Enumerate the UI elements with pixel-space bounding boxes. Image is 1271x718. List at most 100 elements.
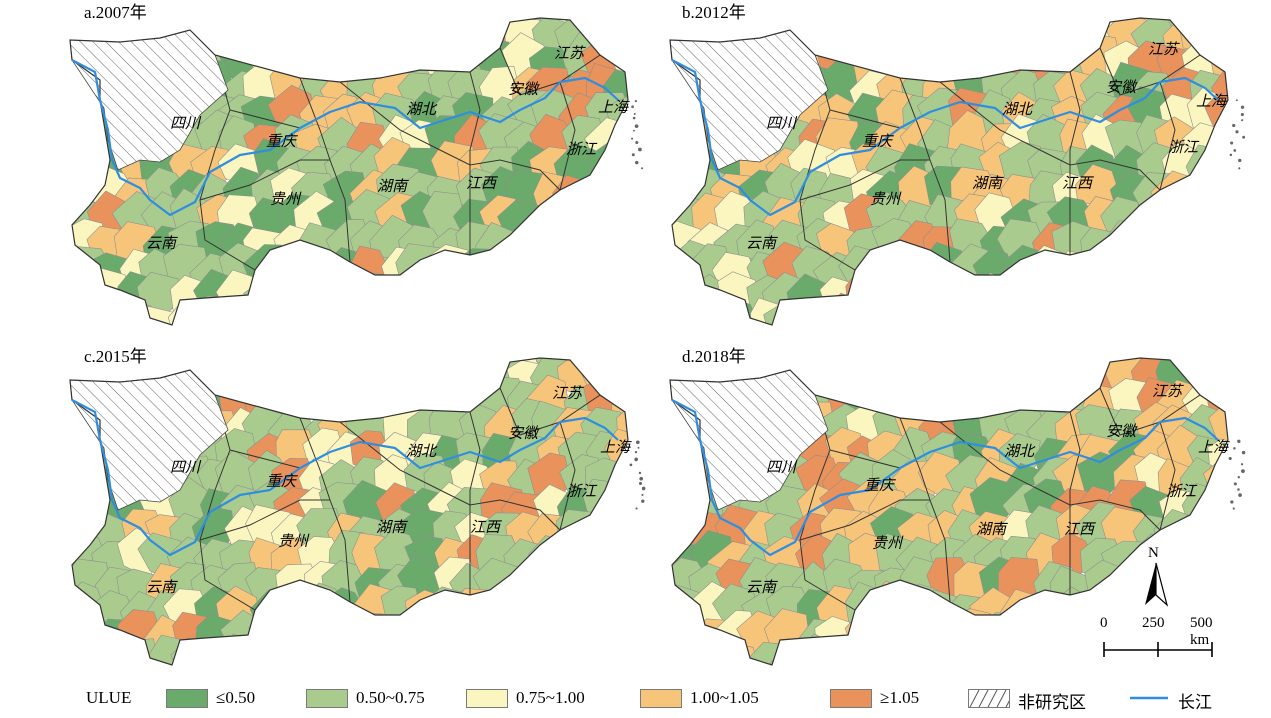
county-cell (670, 455, 679, 495)
county-cell (670, 619, 681, 661)
island (631, 153, 635, 157)
county-cell (527, 564, 575, 608)
county-cell (553, 244, 599, 291)
province-label-guizhou: 贵州 (872, 534, 903, 552)
county-cell (446, 276, 495, 325)
county-cell (353, 298, 398, 325)
province-border (1159, 421, 1176, 531)
county-cell (670, 18, 702, 30)
province-border (499, 47, 601, 96)
county-cell (369, 18, 417, 55)
county-cell (457, 18, 498, 58)
province-label-yunnan: 云南 (146, 234, 177, 252)
county-cell (710, 18, 756, 39)
county-cell (70, 615, 111, 665)
island (1235, 99, 1238, 102)
county-cell (1025, 636, 1070, 665)
province-label-jiangxi: 江西 (470, 518, 501, 536)
county-cell (670, 118, 680, 162)
county-cell (1049, 641, 1094, 665)
county-cell (531, 297, 576, 325)
county-cell (1188, 220, 1228, 268)
county-cell (84, 638, 130, 665)
county-cell (348, 18, 393, 59)
province-label-chongqing: 重庆 (266, 472, 297, 490)
county-cell (740, 18, 784, 29)
county-cell (456, 616, 501, 662)
county-cell (400, 297, 450, 325)
county-cell (479, 299, 526, 325)
county-cell (70, 125, 82, 165)
county-cell (872, 358, 919, 399)
island (1238, 158, 1242, 163)
county-cell (271, 634, 314, 665)
county-cell (374, 274, 417, 317)
county-cell (529, 614, 572, 661)
county-cell (1007, 273, 1051, 323)
county-cell (1158, 227, 1204, 270)
county-cell (670, 18, 680, 33)
island (641, 499, 645, 503)
county-cell (998, 18, 1045, 33)
province-label-guizhou: 贵州 (278, 532, 309, 550)
county-cell (293, 297, 341, 325)
scale-bar-and-north-arrow: N 0 250 500 km (1098, 545, 1228, 665)
province-label-zhejiang: 浙江 (566, 482, 597, 500)
province-label-anhui: 安徽 (508, 424, 539, 442)
panel-title: a.2007年 (84, 3, 147, 22)
island (638, 471, 642, 475)
map-panel-2015: c.2015年 四川 重庆 贵州 云南 湖北 湖南 江西 安徽 江苏 上海 浙江 (0, 340, 646, 680)
county-cell (425, 358, 474, 399)
county-cell (817, 18, 862, 51)
county-cell (276, 246, 319, 290)
island (632, 116, 636, 120)
county-cell (896, 583, 945, 627)
county-cell (973, 272, 1022, 318)
county-cell (844, 636, 889, 665)
county-cell (670, 453, 708, 497)
province-label-jiangxi: 江西 (1064, 520, 1095, 538)
legend-swatch (306, 689, 348, 708)
county-cell (846, 358, 890, 395)
hatch-swatch-icon (968, 689, 1010, 708)
county-cell (322, 373, 365, 421)
province-label-shanghai: 上海 (1196, 92, 1227, 110)
province-label-guizhou: 贵州 (870, 190, 901, 208)
county-cell (407, 18, 453, 59)
province-border (559, 421, 576, 531)
county-cell (670, 90, 686, 132)
map-panel-2012: b.2012年 四川 重庆 贵州 云南 湖北 湖南 江西 安徽 江苏 上海 浙江 (600, 0, 1246, 340)
island (633, 113, 636, 115)
county-cell (556, 558, 603, 605)
county-cell (866, 18, 915, 60)
county-cell (670, 489, 682, 533)
island (1235, 130, 1239, 134)
county-cell (1024, 358, 1072, 402)
county-cell (70, 641, 106, 665)
county-cell (375, 358, 417, 378)
county-cell (269, 299, 316, 325)
province-label-chongqing: 重庆 (864, 476, 895, 494)
county-cell (948, 294, 993, 325)
county-cell (974, 358, 1021, 376)
county-cell (872, 247, 920, 295)
island (634, 450, 638, 454)
county-cell (1210, 297, 1228, 325)
county-cell (873, 580, 920, 626)
county-cell (344, 612, 390, 655)
county-cell (529, 243, 578, 292)
county-cell (844, 18, 889, 60)
province-label-jiangxi: 江西 (1062, 174, 1093, 192)
province-label-jiangsu: 江苏 (1152, 382, 1183, 400)
province-label-sichuan: 四川 (170, 458, 201, 476)
county-cell (509, 637, 554, 665)
county-cell (976, 18, 1024, 60)
county-cell (918, 635, 962, 665)
province-label-hubei: 湖北 (1004, 442, 1035, 460)
island (631, 137, 634, 140)
county-cell (70, 142, 80, 189)
island (629, 463, 633, 467)
county-cell (276, 358, 320, 400)
county-cell (70, 115, 110, 160)
county-cell (371, 18, 420, 29)
